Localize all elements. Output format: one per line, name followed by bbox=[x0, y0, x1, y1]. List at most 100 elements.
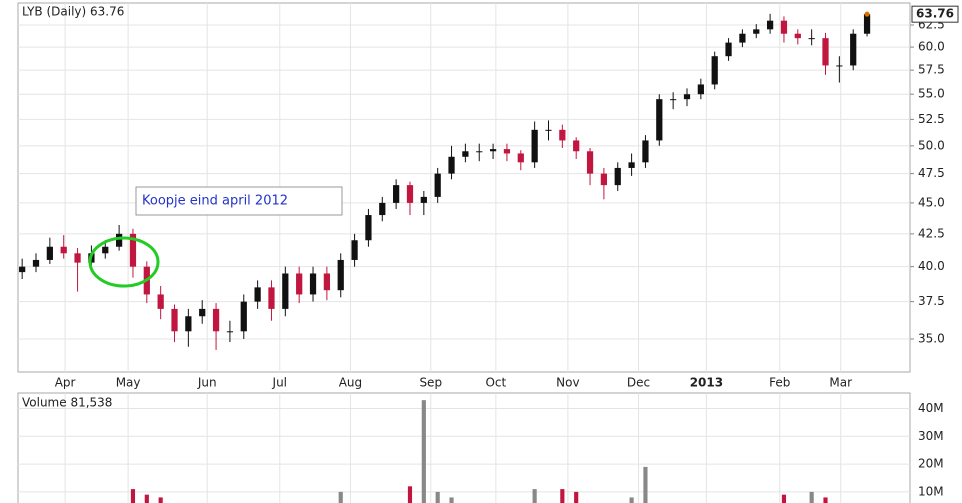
candle-body bbox=[503, 149, 511, 154]
candle-body bbox=[406, 185, 414, 203]
y-tick-label: 40M bbox=[918, 401, 944, 415]
candle-body bbox=[670, 99, 677, 101]
candle-body bbox=[74, 253, 81, 263]
x-tick-label: 2013 bbox=[690, 376, 723, 390]
candle-body bbox=[60, 246, 67, 254]
y-tick-label: 47.5 bbox=[918, 166, 945, 180]
candle-body bbox=[268, 287, 275, 309]
y-tick-label: 55.0 bbox=[918, 87, 945, 101]
candle-body bbox=[628, 162, 635, 168]
candle-body bbox=[614, 167, 621, 186]
y-tick-label: 50.0 bbox=[918, 138, 945, 152]
candle-body bbox=[683, 94, 691, 100]
volume-bar bbox=[130, 489, 136, 503]
volume-bar bbox=[407, 486, 413, 503]
candle-body bbox=[600, 173, 608, 186]
candle-body bbox=[226, 331, 234, 333]
candle-body bbox=[254, 287, 261, 302]
x-tick-label: Dec bbox=[627, 376, 650, 390]
candle-body bbox=[850, 33, 857, 66]
volume-bar bbox=[574, 491, 579, 503]
last-price-label: 63.76 bbox=[916, 7, 954, 21]
volume-bar bbox=[532, 489, 537, 503]
volume-bar bbox=[338, 491, 343, 503]
volume-bar bbox=[560, 489, 565, 503]
x-tick-label: Feb bbox=[769, 376, 790, 390]
x-tick-label: Mar bbox=[829, 376, 852, 390]
volume-bar bbox=[158, 497, 163, 503]
candle-body bbox=[282, 273, 289, 309]
x-tick-label: Oct bbox=[485, 376, 506, 390]
chart-title: LYB (Daily) 63.76 bbox=[22, 5, 124, 19]
y-tick-label: 37.5 bbox=[918, 294, 945, 308]
price-frame bbox=[17, 2, 911, 373]
candle-body bbox=[656, 99, 663, 141]
candle-body bbox=[531, 129, 538, 163]
candle-body bbox=[32, 259, 40, 267]
candle-body bbox=[822, 38, 829, 66]
candle-body bbox=[559, 129, 566, 141]
y-tick-label: 35.0 bbox=[918, 331, 945, 345]
y-tick-label: 40.0 bbox=[918, 259, 945, 273]
candle-body bbox=[462, 151, 469, 157]
y-tick-label: 10M bbox=[918, 484, 944, 498]
candle-body bbox=[836, 65, 843, 67]
highlight-ellipse bbox=[88, 236, 160, 288]
volume-bar bbox=[643, 466, 648, 503]
candle-body bbox=[379, 202, 386, 216]
candle-body bbox=[157, 294, 164, 309]
x-tick-label: Apr bbox=[55, 376, 76, 390]
candle-body bbox=[19, 266, 26, 273]
y-tick-label: 45.0 bbox=[918, 195, 945, 209]
candle-body bbox=[780, 20, 788, 34]
x-tick-label: Jul bbox=[272, 376, 287, 390]
y-tick-label: 60.0 bbox=[918, 40, 945, 54]
candle-body bbox=[434, 173, 441, 197]
annotation-box bbox=[135, 186, 343, 216]
candle-body bbox=[323, 273, 330, 291]
candle-body bbox=[794, 33, 801, 39]
volume-bar bbox=[144, 494, 149, 503]
candle-body bbox=[351, 240, 358, 260]
x-tick-label: Aug bbox=[339, 376, 362, 390]
candle-body bbox=[171, 308, 178, 332]
candle-body bbox=[586, 151, 594, 174]
candle-body bbox=[240, 301, 247, 332]
candle-body bbox=[711, 56, 718, 85]
candle-body bbox=[102, 246, 109, 254]
candle-body bbox=[212, 308, 220, 332]
candle-body bbox=[337, 259, 344, 291]
candle-body bbox=[309, 273, 317, 295]
y-tick-label: 30M bbox=[918, 429, 944, 443]
candle-body bbox=[545, 129, 552, 131]
candle-body bbox=[642, 140, 649, 163]
candle-body bbox=[296, 273, 303, 295]
last-price-box bbox=[911, 5, 959, 23]
candle-body bbox=[115, 233, 123, 247]
candle-body bbox=[489, 149, 497, 152]
candle-body bbox=[517, 153, 524, 163]
candle-body bbox=[448, 156, 455, 174]
x-tick-label: May bbox=[116, 376, 141, 390]
annotation: Koopje eind april 2012 bbox=[142, 194, 288, 209]
volume-frame bbox=[17, 392, 911, 503]
candle-body bbox=[476, 151, 483, 153]
candle-body bbox=[420, 196, 427, 203]
candle-body bbox=[46, 246, 53, 260]
candle-body bbox=[199, 308, 206, 317]
candle-body bbox=[725, 42, 732, 57]
candle-body bbox=[393, 185, 400, 203]
candle-body bbox=[185, 316, 192, 332]
y-tick-label: 52.5 bbox=[918, 112, 945, 126]
x-tick-label: Nov bbox=[556, 376, 579, 390]
candle-body bbox=[573, 140, 580, 152]
volume-title: Volume 81,538 bbox=[22, 396, 112, 410]
x-tick-label: Jun bbox=[197, 376, 217, 390]
volume-bar bbox=[781, 494, 787, 503]
candle-body bbox=[863, 14, 871, 34]
y-tick-label: 57.5 bbox=[918, 63, 945, 77]
volume-bar bbox=[629, 497, 634, 503]
volume-bar bbox=[823, 497, 828, 503]
